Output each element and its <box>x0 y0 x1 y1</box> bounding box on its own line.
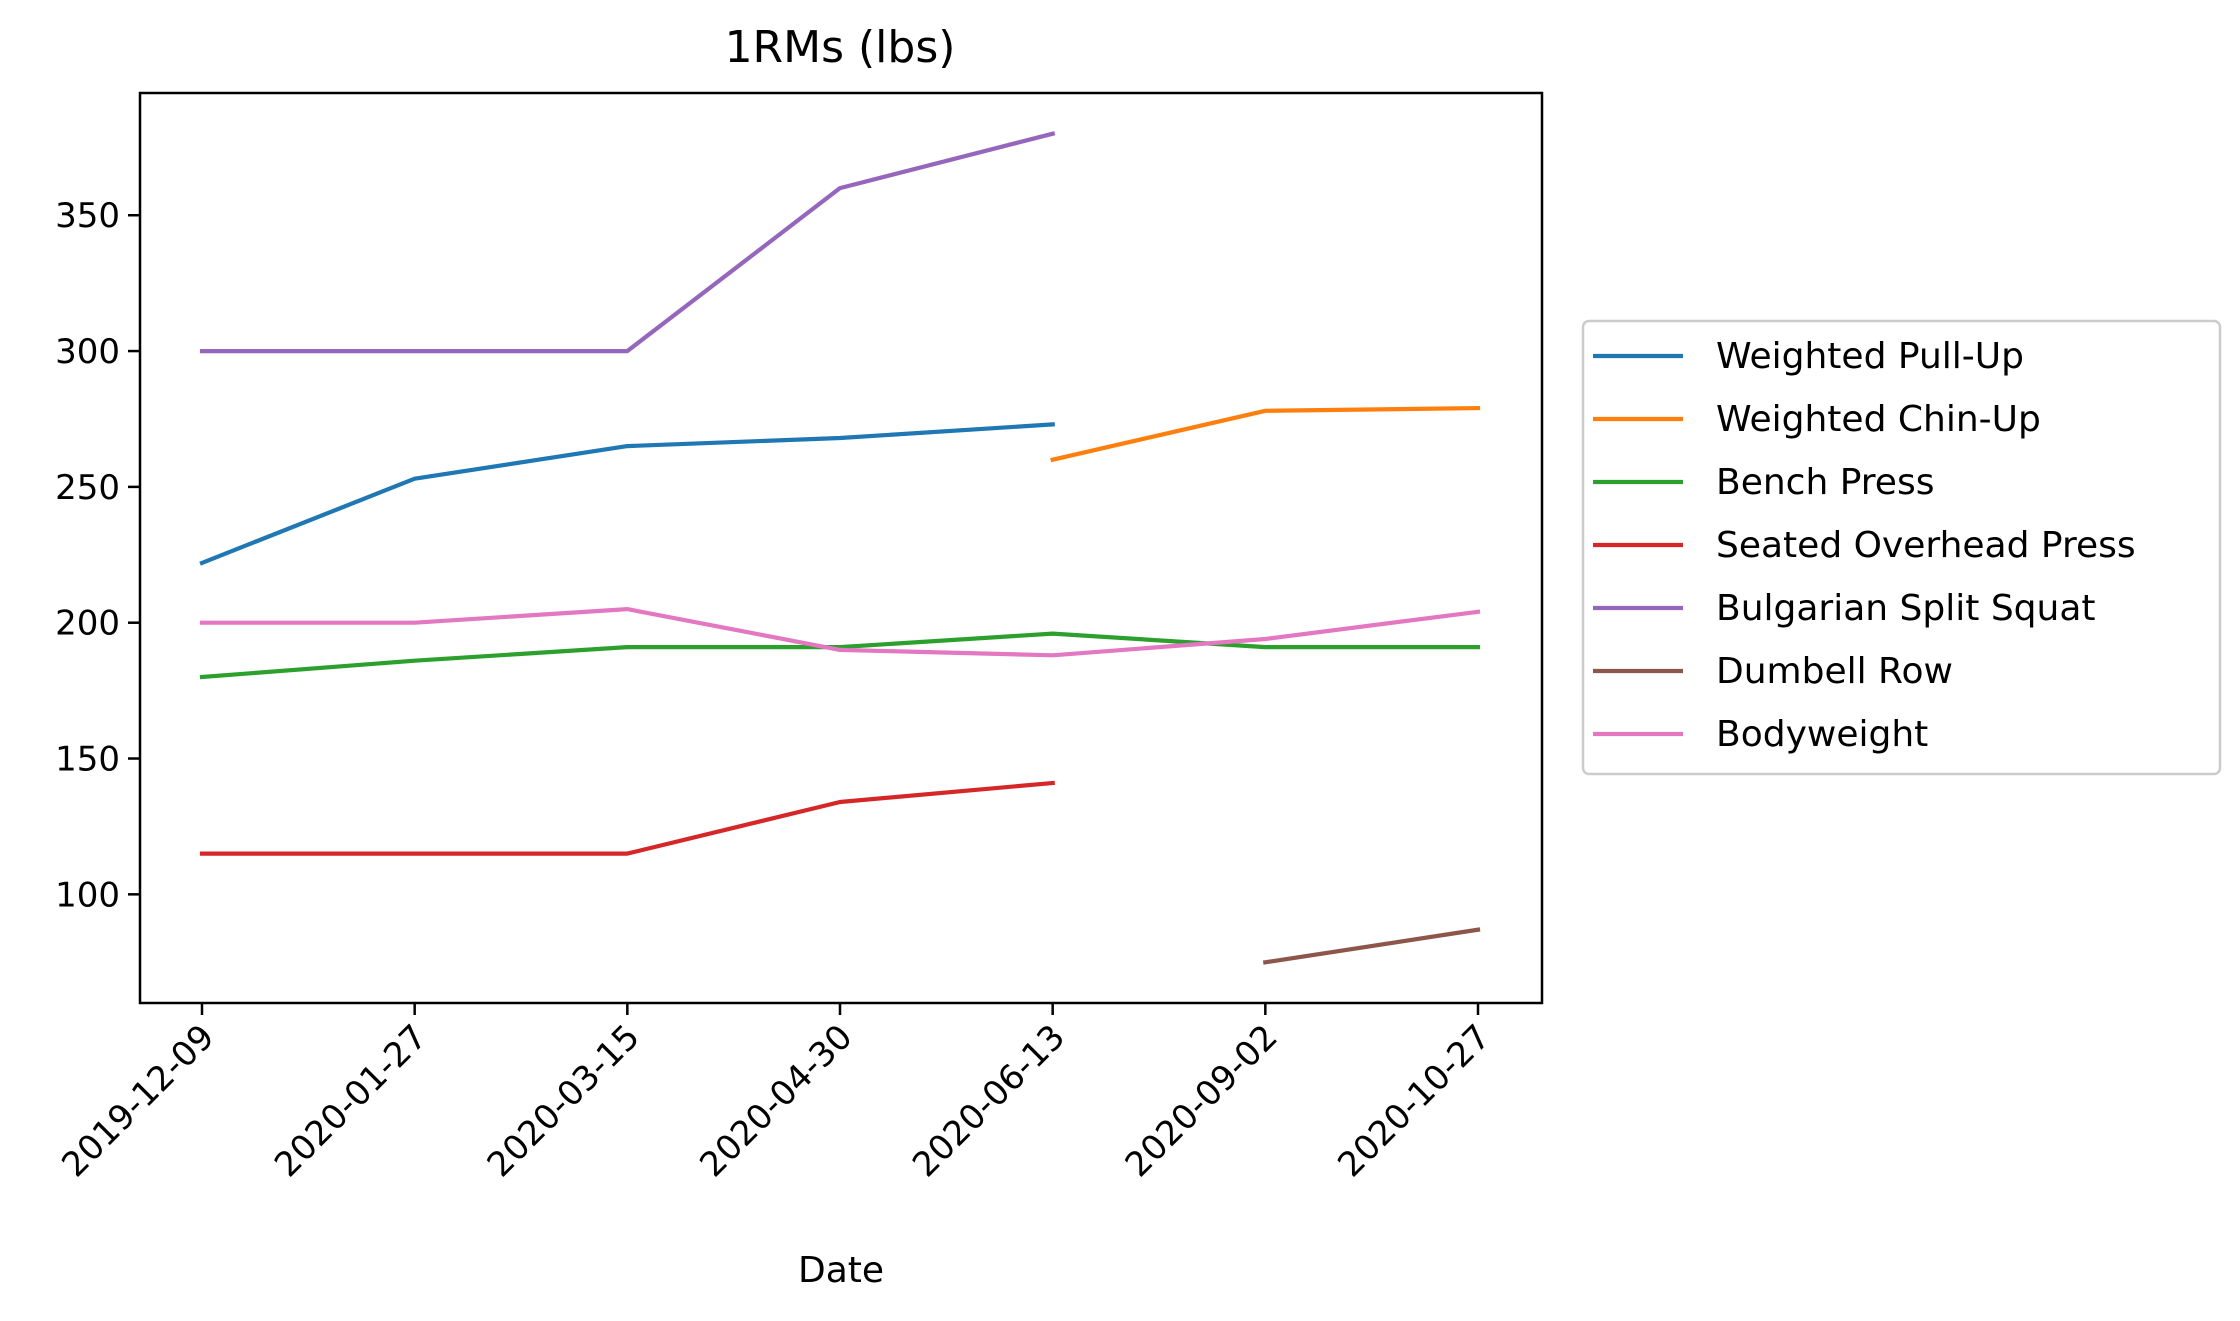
legend-label: Bodyweight <box>1716 714 1928 755</box>
series-line-1 <box>199 422 1055 566</box>
series-line-4 <box>199 780 1055 856</box>
y-tick-label: 200 <box>55 604 120 644</box>
chart-title: 1RMs (lbs) <box>725 22 956 73</box>
y-tick-label: 150 <box>55 740 120 780</box>
series-line-5 <box>199 131 1056 354</box>
legend-label: Weighted Pull-Up <box>1716 336 2024 377</box>
y-tick-label: 100 <box>55 875 120 915</box>
legend-label: Bench Press <box>1716 462 1934 503</box>
series-line-7 <box>199 606 1481 658</box>
series-layer <box>199 131 1481 965</box>
series-line-6 <box>1262 927 1481 965</box>
legend-label: Weighted Chin-Up <box>1716 399 2041 440</box>
legend-label: Bulgarian Split Squat <box>1716 588 2096 629</box>
legend-label: Seated Overhead Press <box>1716 525 2136 566</box>
x-axis-label: Date <box>798 1250 884 1291</box>
y-axis: 100 150 200 250 300 350 <box>55 196 140 915</box>
legend: Weighted Pull-Up Weighted Chin-Up Bench Pr… <box>1581 319 2222 776</box>
legend-frame <box>1581 319 2222 776</box>
legend-label: Dumbell Row <box>1716 651 1953 692</box>
y-tick-label: 350 <box>55 196 120 236</box>
series-line-2 <box>1050 405 1481 463</box>
series-line-3 <box>199 631 1481 680</box>
y-tick-label: 300 <box>55 332 120 372</box>
y-tick-label: 250 <box>55 468 120 508</box>
